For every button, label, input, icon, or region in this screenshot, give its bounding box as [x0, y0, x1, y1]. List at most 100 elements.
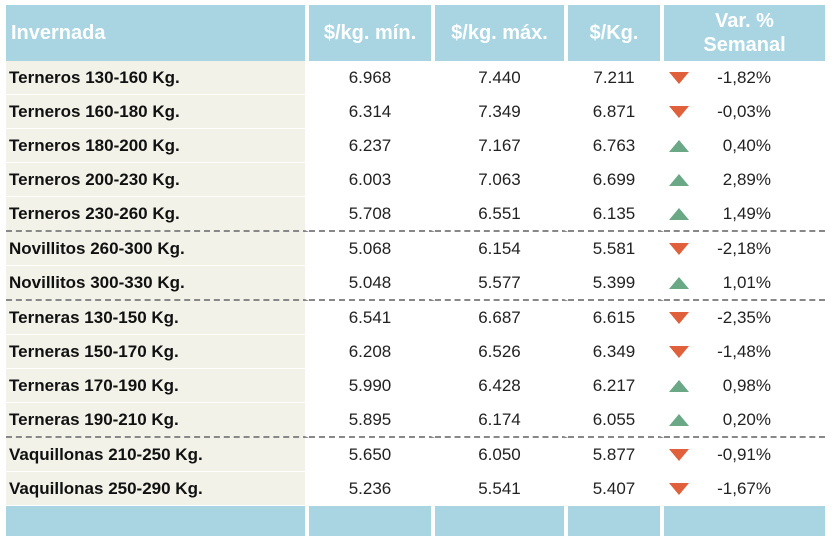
- triangle-down-icon: [669, 483, 689, 495]
- footer-row: [6, 506, 825, 536]
- table-row: Terneros 130-160 Kg. 6.968 7.440 7.211 -1,82…: [6, 61, 825, 95]
- category-name: Novillitos 260-300 Kg.: [6, 232, 309, 266]
- min-price: 5.650: [309, 438, 435, 472]
- avg-price: 6.135: [568, 197, 664, 232]
- weekly-variation-value: -0,03%: [717, 102, 771, 121]
- weekly-variation: 0,40%: [664, 129, 825, 163]
- category-name: Terneros 200-230 Kg.: [6, 163, 309, 197]
- avg-price: 5.581: [568, 232, 664, 266]
- avg-price: 6.055: [568, 403, 664, 438]
- footer-cell: [664, 506, 825, 536]
- triangle-up-icon: [669, 414, 689, 426]
- avg-price: 6.217: [568, 369, 664, 403]
- table-row: Novillitos 300-330 Kg. 5.048 5.577 5.399 1,0…: [6, 266, 825, 301]
- triangle-up-icon: [669, 380, 689, 392]
- avg-price: 6.871: [568, 95, 664, 129]
- weekly-variation-value: -1,67%: [717, 479, 771, 498]
- triangle-up-icon: [669, 277, 689, 289]
- triangle-down-icon: [669, 346, 689, 358]
- weekly-variation: -0,91%: [664, 438, 825, 472]
- min-price: 5.990: [309, 369, 435, 403]
- table-row: Vaquillonas 210-250 Kg. 5.650 6.050 5.877 -0…: [6, 438, 825, 472]
- header-weekly-var: Var. % Semanal: [664, 5, 825, 61]
- avg-price: 5.877: [568, 438, 664, 472]
- table-row: Terneras 190-210 Kg. 5.895 6.174 6.055 0,20%: [6, 403, 825, 438]
- max-price: 6.551: [435, 197, 568, 232]
- weekly-variation-value: 2,89%: [722, 170, 771, 189]
- min-price: 6.237: [309, 129, 435, 163]
- header-avg-price: $/Kg.: [568, 5, 664, 61]
- max-price: 6.154: [435, 232, 568, 266]
- header-min-price: $/kg. mín.: [309, 5, 435, 61]
- max-price: 6.428: [435, 369, 568, 403]
- weekly-variation: -0,03%: [664, 95, 825, 129]
- min-price: 5.708: [309, 197, 435, 232]
- avg-price: 5.399: [568, 266, 664, 301]
- triangle-down-icon: [669, 243, 689, 255]
- weekly-variation-value: 0,98%: [722, 376, 771, 395]
- weekly-variation: -1,48%: [664, 335, 825, 369]
- category-name: Terneras 150-170 Kg.: [6, 335, 309, 369]
- max-price: 6.687: [435, 301, 568, 335]
- header-row: Invernada $/kg. mín. $/kg. máx. $/Kg. Va…: [6, 5, 825, 61]
- footer-cell: [568, 506, 664, 536]
- footer-cell: [6, 506, 309, 536]
- category-name: Terneras 130-150 Kg.: [6, 301, 309, 335]
- min-price: 5.068: [309, 232, 435, 266]
- min-price: 5.895: [309, 403, 435, 438]
- weekly-variation-value: -1,48%: [717, 342, 771, 361]
- category-name: Novillitos 300-330 Kg.: [6, 266, 309, 301]
- table-row: Terneros 230-260 Kg. 5.708 6.551 6.135 1,49%: [6, 197, 825, 232]
- max-price: 6.174: [435, 403, 568, 438]
- triangle-down-icon: [669, 72, 689, 84]
- category-name: Terneras 190-210 Kg.: [6, 403, 309, 438]
- weekly-variation: 1,49%: [664, 197, 825, 232]
- header-category: Invernada: [6, 5, 309, 61]
- category-name: Vaquillonas 210-250 Kg.: [6, 438, 309, 472]
- avg-price: 6.699: [568, 163, 664, 197]
- avg-price: 7.211: [568, 61, 664, 95]
- max-price: 6.050: [435, 438, 568, 472]
- avg-price: 6.615: [568, 301, 664, 335]
- weekly-variation: -2,18%: [664, 232, 825, 266]
- weekly-variation-value: 1,01%: [722, 273, 771, 292]
- weekly-variation-value: -2,18%: [717, 239, 771, 258]
- triangle-up-icon: [669, 208, 689, 220]
- min-price: 5.236: [309, 472, 435, 506]
- category-name: Terneros 230-260 Kg.: [6, 197, 309, 232]
- footer-cell: [309, 506, 435, 536]
- weekly-variation: -2,35%: [664, 301, 825, 335]
- min-price: 6.208: [309, 335, 435, 369]
- table-row: Terneros 200-230 Kg. 6.003 7.063 6.699 2,89%: [6, 163, 825, 197]
- table-row: Terneros 180-200 Kg. 6.237 7.167 6.763 0,40%: [6, 129, 825, 163]
- table-row: Vaquillonas 250-290 Kg. 5.236 5.541 5.407 -1…: [6, 472, 825, 506]
- weekly-variation: 2,89%: [664, 163, 825, 197]
- weekly-variation: -1,67%: [664, 472, 825, 506]
- table-row: Terneros 160-180 Kg. 6.314 7.349 6.871 -0,03…: [6, 95, 825, 129]
- weekly-variation: -1,82%: [664, 61, 825, 95]
- weekly-variation-value: 0,40%: [722, 136, 771, 155]
- category-name: Terneros 180-200 Kg.: [6, 129, 309, 163]
- triangle-down-icon: [669, 312, 689, 324]
- header-weekly-var-line2: Semanal: [703, 34, 786, 56]
- max-price: 7.349: [435, 95, 568, 129]
- weekly-variation-value: 0,20%: [722, 410, 771, 429]
- min-price: 5.048: [309, 266, 435, 301]
- weekly-variation: 0,20%: [664, 403, 825, 438]
- avg-price: 5.407: [568, 472, 664, 506]
- avg-price: 6.349: [568, 335, 664, 369]
- table-row: Terneras 150-170 Kg. 6.208 6.526 6.349 -1,48…: [6, 335, 825, 369]
- max-price: 6.526: [435, 335, 568, 369]
- triangle-down-icon: [669, 106, 689, 118]
- table-row: Novillitos 260-300 Kg. 5.068 6.154 5.581 -2,…: [6, 232, 825, 266]
- min-price: 6.541: [309, 301, 435, 335]
- max-price: 7.063: [435, 163, 568, 197]
- table-body: Terneros 130-160 Kg. 6.968 7.440 7.211 -1,82…: [6, 61, 825, 506]
- category-name: Terneras 170-190 Kg.: [6, 369, 309, 403]
- footer-cell: [435, 506, 568, 536]
- weekly-variation-value: 1,49%: [722, 204, 771, 223]
- min-price: 6.314: [309, 95, 435, 129]
- category-name: Terneros 130-160 Kg.: [6, 61, 309, 95]
- weekly-variation-value: -0,91%: [717, 445, 771, 464]
